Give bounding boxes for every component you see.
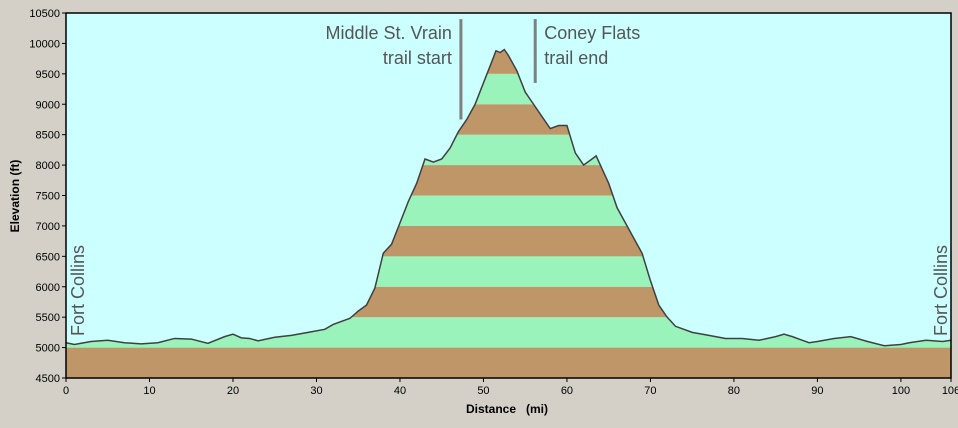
y-tick-label: 7000	[36, 221, 60, 233]
x-tick-label: 30	[310, 385, 322, 397]
x-tick-label: 10	[143, 385, 155, 397]
y-tick-label: 10000	[29, 38, 60, 50]
x-axis-title: Distance (mi)	[466, 402, 548, 416]
y-tick-label: 4500	[36, 373, 60, 385]
y-axis-title: Elevation (ft)	[8, 160, 22, 233]
x-axis-ticks: 0 10 20 30 40 50 60 70 80 90 100 106	[63, 378, 958, 397]
y-axis-ticks: 4500 5000 5500 6000 6500 7000 7500 8000 8500 9000…	[29, 8, 66, 385]
y-tick-label: 5500	[36, 312, 60, 324]
elevation-profile-line	[65, 48, 952, 347]
elevation-band	[66, 347, 951, 378]
trail-annotation-text: Coney Flats	[544, 23, 640, 43]
trail-annotation-text: trail start	[383, 48, 452, 68]
x-tick-label: 70	[644, 385, 656, 397]
y-tick-label: 9000	[36, 99, 60, 111]
x-tick-label: 20	[227, 385, 239, 397]
y-tick-label: 9500	[36, 69, 60, 81]
y-tick-label: 8000	[36, 160, 60, 172]
x-tick-label: 60	[561, 385, 573, 397]
y-tick-label: 7500	[36, 191, 60, 203]
y-tick-label: 6000	[36, 282, 60, 294]
end-label-left: Fort Collins	[68, 245, 88, 336]
x-tick-label: 100	[892, 385, 910, 397]
y-tick-label: 10500	[29, 8, 60, 20]
y-tick-label: 6500	[36, 251, 60, 263]
y-tick-label: 8500	[36, 130, 60, 142]
x-tick-label: 80	[728, 385, 740, 397]
x-tick-label: 106	[942, 385, 958, 397]
x-tick-label: 50	[477, 385, 489, 397]
end-label-right: Fort Collins	[931, 245, 951, 336]
x-tick-label: 0	[63, 385, 69, 397]
x-tick-label: 90	[811, 385, 823, 397]
trail-annotation-text: Middle St. Vrain	[326, 23, 452, 43]
sky-area	[66, 13, 951, 346]
x-tick-label: 40	[394, 385, 406, 397]
sky-cover	[66, 13, 951, 346]
annotations: Middle St. Vrain trail start Coney Flats tr…	[326, 19, 640, 120]
y-tick-label: 5000	[36, 343, 60, 355]
trail-annotation-text: trail end	[544, 48, 608, 68]
